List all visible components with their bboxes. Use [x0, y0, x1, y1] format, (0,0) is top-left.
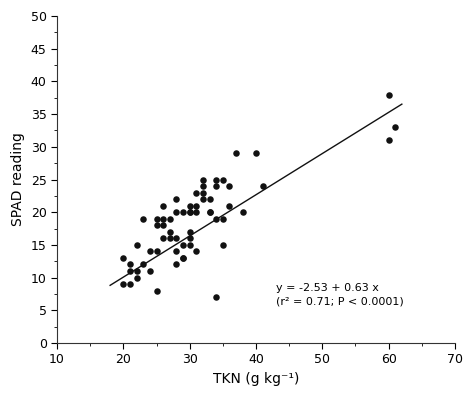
Point [159, 216, 167, 222]
Point [126, 281, 134, 287]
Text: y = -2.53 + 0.63 x
(r² = 0.71; P < 0.0001): y = -2.53 + 0.63 x (r² = 0.71; P < 0.000… [276, 283, 404, 307]
Point [186, 209, 193, 215]
Point [199, 189, 207, 196]
Point [199, 196, 207, 202]
Point [166, 235, 173, 241]
Point [119, 281, 127, 287]
Point [186, 209, 193, 215]
Point [252, 150, 260, 156]
Point [119, 255, 127, 261]
Point [173, 248, 180, 254]
Point [153, 222, 160, 228]
Point [186, 202, 193, 209]
Point [212, 216, 220, 222]
Point [139, 216, 147, 222]
Point [259, 183, 266, 189]
Point [126, 261, 134, 268]
Point [226, 202, 233, 209]
Point [146, 268, 154, 274]
Point [159, 222, 167, 228]
Point [173, 209, 180, 215]
Point [126, 268, 134, 274]
Point [212, 176, 220, 183]
Point [192, 189, 200, 196]
Point [179, 255, 187, 261]
Point [206, 209, 213, 215]
Point [153, 216, 160, 222]
Point [192, 202, 200, 209]
Point [153, 287, 160, 294]
Point [133, 242, 140, 248]
Point [179, 242, 187, 248]
Point [146, 248, 154, 254]
Point [232, 150, 240, 156]
Point [186, 229, 193, 235]
Point [212, 183, 220, 189]
Point [159, 235, 167, 241]
Point [159, 202, 167, 209]
Point [133, 268, 140, 274]
Point [192, 248, 200, 254]
Point [139, 261, 147, 268]
Point [173, 196, 180, 202]
Point [212, 294, 220, 301]
Point [186, 242, 193, 248]
Point [206, 209, 213, 215]
Point [385, 137, 392, 143]
Point [219, 242, 227, 248]
Point [173, 235, 180, 241]
Point [239, 209, 246, 215]
Point [173, 261, 180, 268]
Point [219, 176, 227, 183]
Point [206, 196, 213, 202]
Point [199, 183, 207, 189]
Point [192, 209, 200, 215]
Point [166, 229, 173, 235]
Y-axis label: SPAD reading: SPAD reading [11, 133, 25, 226]
Point [219, 216, 227, 222]
Point [186, 235, 193, 241]
Point [179, 209, 187, 215]
Point [385, 91, 392, 98]
Point [133, 274, 140, 281]
Point [226, 183, 233, 189]
Point [199, 176, 207, 183]
X-axis label: TKN (g kg⁻¹): TKN (g kg⁻¹) [213, 372, 299, 386]
Point [166, 216, 173, 222]
Point [153, 248, 160, 254]
Point [392, 124, 399, 130]
Point [179, 255, 187, 261]
